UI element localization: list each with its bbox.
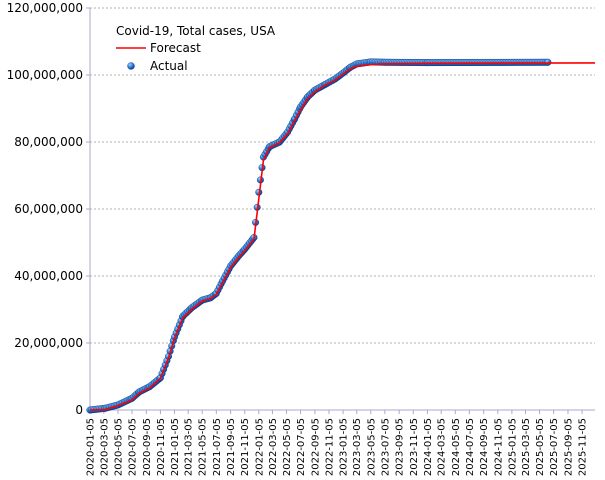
x-tick-label: 2020-03-05 bbox=[99, 418, 110, 476]
y-axis-tick-labels: 0 20,000,000 40,000,000 60,000,000 80,000,00… bbox=[7, 1, 90, 417]
x-tick-label: 2024-01-05 bbox=[423, 418, 434, 476]
x-tick-label: 2022-07-05 bbox=[296, 418, 307, 476]
y-tick-label: 120,000,000 bbox=[7, 1, 83, 15]
y-tick-label: 20,000,000 bbox=[14, 336, 83, 350]
legend: Covid-19, Total cases, USA Forecast Actua… bbox=[116, 24, 276, 73]
x-tick-label: 2021-05-05 bbox=[198, 418, 209, 476]
x-tick-label: 2020-09-05 bbox=[142, 418, 153, 476]
y-tick-label: 80,000,000 bbox=[14, 135, 83, 149]
x-tick-label: 2025-05-05 bbox=[535, 418, 546, 476]
x-tick-label: 2024-11-05 bbox=[493, 418, 504, 476]
y-tick-label: 40,000,000 bbox=[14, 269, 83, 283]
x-tick-label: 2024-05-05 bbox=[451, 418, 462, 476]
x-tick-label: 2022-01-05 bbox=[254, 418, 265, 476]
series-forecast-line bbox=[89, 62, 596, 411]
legend-label: Forecast bbox=[150, 41, 201, 55]
x-tick-label: 2023-05-05 bbox=[366, 418, 377, 476]
x-tick-label: 2023-09-05 bbox=[395, 418, 406, 476]
x-tick-label: 2025-01-05 bbox=[507, 418, 518, 476]
x-tick-label: 2022-11-05 bbox=[324, 418, 335, 476]
x-tick-label: 2025-11-05 bbox=[578, 418, 589, 476]
y-tick-label: 0 bbox=[75, 403, 83, 417]
x-tick-label: 2025-03-05 bbox=[521, 418, 532, 476]
x-tick-label: 2020-11-05 bbox=[156, 418, 167, 476]
x-tick-label: 2021-11-05 bbox=[240, 418, 251, 476]
x-tick-label: 2022-03-05 bbox=[268, 418, 279, 476]
x-tick-label: 2024-07-05 bbox=[465, 418, 476, 476]
x-tick-label: 2021-03-05 bbox=[184, 418, 195, 476]
x-tick-label: 2020-05-05 bbox=[113, 418, 124, 476]
series-layer bbox=[86, 58, 596, 414]
x-tick-label: 2021-01-05 bbox=[170, 418, 181, 476]
x-tick-label: 2023-01-05 bbox=[339, 418, 350, 476]
x-tick-label: 2021-07-05 bbox=[212, 418, 223, 476]
x-tick-label: 2022-09-05 bbox=[310, 418, 321, 476]
x-tick-label: 2025-07-05 bbox=[549, 418, 560, 476]
x-tick-label: 2020-01-05 bbox=[86, 418, 97, 476]
x-tick-label: 2023-03-05 bbox=[352, 418, 363, 476]
legend-actual-swatch bbox=[127, 62, 135, 70]
x-axis-tick-labels: 2020-01-05 2020-03-05 2020-05-05 2020-07-05… bbox=[86, 410, 589, 476]
x-tick-label: 2023-07-05 bbox=[380, 418, 391, 476]
y-tick-label: 100,000,000 bbox=[7, 68, 83, 82]
chart-title: Covid-19, Total cases, USA bbox=[116, 24, 276, 38]
legend-label: Actual bbox=[150, 59, 188, 73]
x-tick-label: 2024-09-05 bbox=[479, 418, 490, 476]
y-tick-label: 60,000,000 bbox=[14, 202, 83, 216]
x-tick-label: 2025-09-05 bbox=[563, 418, 574, 476]
x-tick-label: 2020-07-05 bbox=[128, 418, 139, 476]
x-tick-label: 2021-09-05 bbox=[226, 418, 237, 476]
x-tick-label: 2022-05-05 bbox=[282, 418, 293, 476]
x-tick-label: 2023-11-05 bbox=[409, 418, 420, 476]
series-actual bbox=[86, 58, 552, 414]
x-tick-label: 2024-03-05 bbox=[437, 418, 448, 476]
